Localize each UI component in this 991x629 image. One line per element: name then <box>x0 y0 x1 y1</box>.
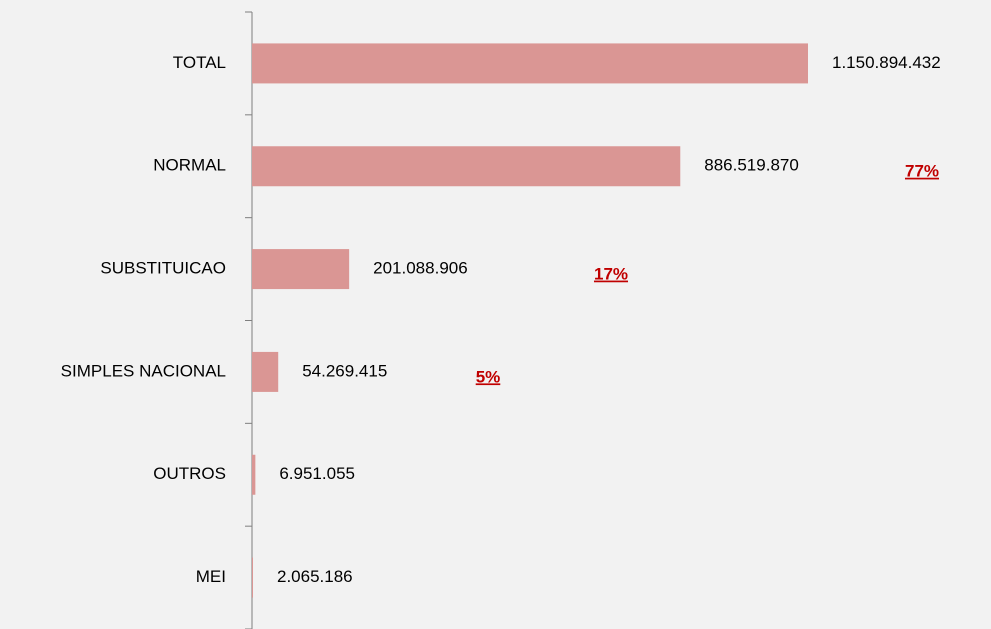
bar <box>252 146 681 187</box>
share-annotation: 77% <box>905 162 939 181</box>
share-annotation: 5% <box>476 367 501 386</box>
value-label: 201.088.906 <box>373 259 468 278</box>
bar <box>252 557 253 598</box>
share-annotation: 17% <box>594 265 628 284</box>
category-label: TOTAL <box>173 53 226 72</box>
bar <box>252 249 350 290</box>
category-label: SUBSTITUICAO <box>100 259 226 278</box>
category-label: NORMAL <box>153 156 226 175</box>
value-label: 54.269.415 <box>302 361 387 380</box>
bar <box>252 43 808 84</box>
value-label: 6.951.055 <box>279 464 355 483</box>
bar <box>252 351 279 392</box>
value-label: 886.519.870 <box>704 156 799 175</box>
category-label: MEI <box>196 567 226 586</box>
value-label: 1.150.894.432 <box>832 53 941 72</box>
bar <box>252 454 256 495</box>
value-label: 2.065.186 <box>277 567 353 586</box>
category-label: SIMPLES NACIONAL <box>61 361 226 380</box>
category-label: OUTROS <box>153 464 226 483</box>
